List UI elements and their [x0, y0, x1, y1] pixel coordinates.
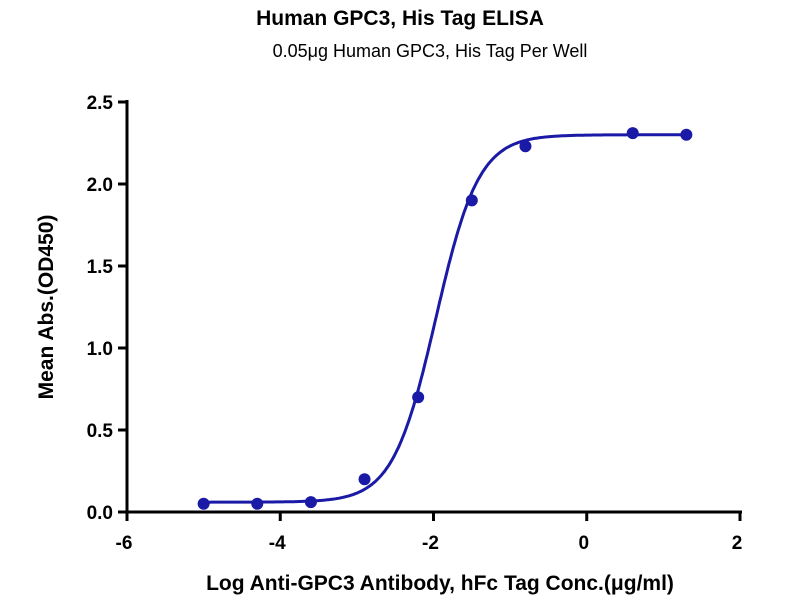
data-point — [197, 497, 210, 510]
data-point — [251, 497, 264, 510]
chart-title: Human GPC3, His Tag ELISA — [256, 7, 544, 30]
y-tick-label: 1.0 — [87, 339, 113, 360]
data-point — [412, 391, 425, 404]
y-tick-label: 0.0 — [87, 503, 113, 524]
y-tick-label: 2.0 — [87, 175, 113, 196]
data-point — [304, 496, 317, 509]
y-tick-label: 2.5 — [87, 93, 114, 114]
y-tick-label: 1.5 — [87, 257, 114, 278]
x-tick-label: 0 — [578, 533, 589, 554]
x-tick-label: -2 — [422, 533, 439, 554]
x-axis-label: Log Anti-GPC3 Antibody, hFc Tag Conc.(μg… — [206, 572, 674, 595]
x-tick-label: 2 — [732, 533, 743, 554]
x-tick-label: -4 — [269, 533, 286, 554]
y-tick-label: 0.5 — [87, 421, 114, 442]
data-point — [680, 128, 693, 141]
y-axis-label: Mean Abs.(OD450) — [35, 215, 58, 400]
chart-subtitle: 0.05μg Human GPC3, His Tag Per Well — [273, 41, 588, 61]
data-point — [519, 140, 532, 153]
data-point — [358, 473, 371, 486]
data-point — [626, 127, 639, 140]
x-tick-label: -6 — [116, 533, 133, 554]
fit-curve — [203, 133, 687, 504]
data-point — [465, 194, 478, 207]
